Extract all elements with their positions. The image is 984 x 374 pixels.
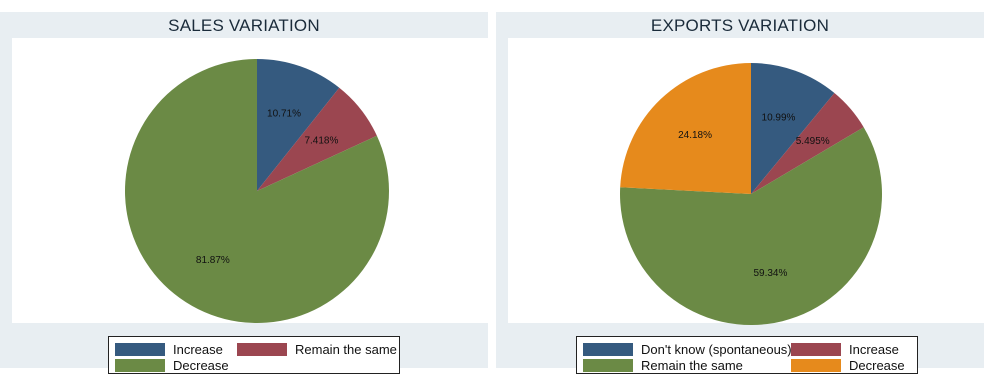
sales-slice-remain-the-same — [257, 87, 377, 191]
sales-variation-chart: SALES VARIATION 10.71% 7.418% 81.87% Incre… — [0, 12, 488, 374]
legend-swatch — [583, 358, 633, 372]
sales-data-label-increase: 10.71% — [267, 109, 301, 120]
exports-chart-title: EXPORTS VARIATION — [650, 16, 830, 35]
sales-plot-area: 10.71% 7.418% 81.87% — [12, 38, 488, 323]
sales-data-label-decrease: 81.87% — [196, 255, 230, 266]
exports-legend-item-decrease: Decrease — [791, 357, 905, 373]
sales-legend-item-decrease: Decrease — [115, 357, 229, 373]
legend-label: Increase — [173, 341, 223, 357]
legend-swatch — [791, 342, 841, 356]
sales-legend-item-increase: Increase — [115, 341, 223, 357]
legend-label: Remain the same — [295, 341, 397, 357]
exports-data-label-don-t-know-spontaneous: 10.99% — [762, 113, 796, 124]
exports-legend-item-remain-the-same: Remain the same — [583, 357, 743, 373]
exports-slice-increase — [751, 93, 864, 194]
exports-pie: 10.99% 5.495% 59.34% 24.18% — [620, 63, 882, 326]
exports-plot-area: 10.99% 5.495% 59.34% 24.18% — [508, 38, 984, 326]
legend-label: Decrease — [849, 357, 905, 373]
legend-swatch — [237, 342, 287, 356]
sales-pie: 10.71% 7.418% 81.87% — [124, 59, 390, 323]
exports-data-label-increase: 5.495% — [796, 136, 830, 147]
sales-chart-title: SALES VARIATION — [168, 16, 320, 35]
exports-legend-item-dont-know: Don't know (spontaneous) — [583, 341, 792, 357]
legend-label: Remain the same — [641, 357, 743, 373]
sales-slice-increase — [257, 59, 340, 191]
sales-data-label-remain-the-same: 7.418% — [304, 136, 338, 147]
legend-swatch — [115, 342, 165, 356]
exports-legend-item-increase: Increase — [791, 341, 899, 357]
exports-data-label-decrease: 24.18% — [678, 130, 712, 141]
exports-slice-don-t-know-spontaneous — [751, 63, 835, 194]
exports-legend: Don't know (spontaneous) Increase Remain… — [576, 336, 918, 374]
legend-swatch — [791, 358, 841, 372]
exports-variation-chart: EXPORTS VARIATION 10.99% 5.495% 59.34% 24.1… — [496, 12, 984, 374]
legend-swatch — [115, 358, 165, 372]
exports-slice-decrease — [620, 63, 751, 194]
legend-label: Don't know (spontaneous) — [641, 341, 792, 357]
sales-legend: Increase Remain the same Decrease — [108, 336, 400, 374]
sales-slice-decrease — [124, 59, 390, 323]
sales-legend-item-remain-the-same: Remain the same — [237, 341, 397, 357]
exports-slice-remain-the-same — [620, 127, 882, 326]
legend-swatch — [583, 342, 633, 356]
legend-label: Increase — [849, 341, 899, 357]
legend-label: Decrease — [173, 357, 229, 373]
exports-data-label-remain-the-same: 59.34% — [753, 268, 787, 279]
